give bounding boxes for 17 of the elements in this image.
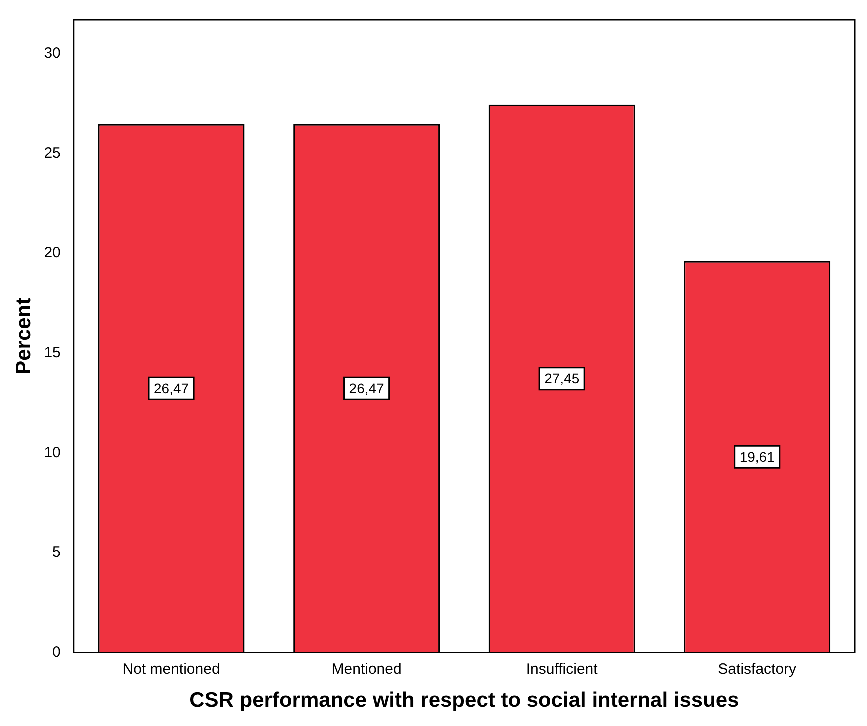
y-tick-label: 30 xyxy=(44,45,61,62)
x-tick-label: Mentioned xyxy=(332,660,402,678)
x-tick-label: Not mentioned xyxy=(122,660,220,678)
y-tick-label: 20 xyxy=(44,244,61,262)
y-axis-title: Percent xyxy=(12,298,36,375)
data-label: 26,47 xyxy=(349,380,385,396)
y-tick-label: 10 xyxy=(44,444,61,462)
y-tick-label: 25 xyxy=(44,144,61,162)
data-label: 26,47 xyxy=(154,380,190,396)
data-label: 27,45 xyxy=(544,370,580,387)
y-tick-label: 15 xyxy=(44,344,61,362)
data-label: 19,61 xyxy=(740,448,776,465)
y-tick-label: 5 xyxy=(52,544,61,562)
y-tick-label: 0 xyxy=(52,644,61,661)
x-axis-title: CSR performance with respect to social internal issues xyxy=(190,689,740,712)
x-tick-label: Satisfactory xyxy=(718,660,798,678)
x-tick-label: Insufficient xyxy=(526,660,599,678)
